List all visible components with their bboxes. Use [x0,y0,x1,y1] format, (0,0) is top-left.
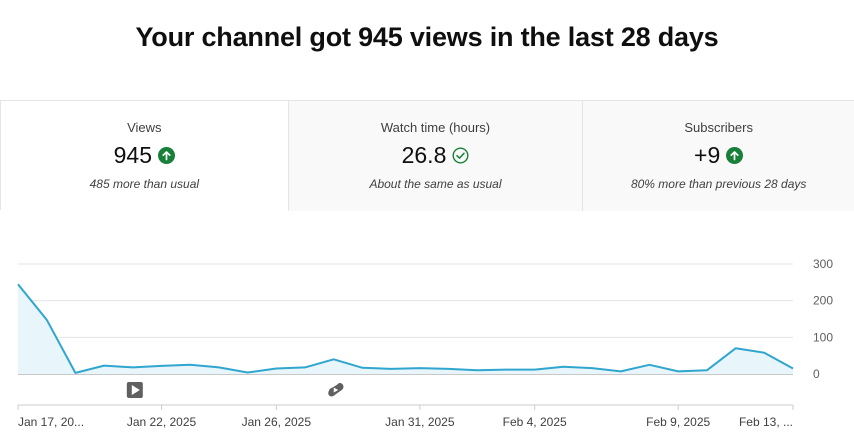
y-axis: 300 200 100 0 [813,257,833,381]
arrow-up-icon [726,146,744,164]
shorts-icon[interactable] [328,383,344,397]
metric-note: 485 more than usual [89,177,200,191]
views-line [17,283,794,374]
video-icon-play [131,385,140,395]
y-tick-label: 200 [813,294,833,308]
shorts-icon-play [333,387,339,393]
x-tick-label: Feb 9, 2025 [646,415,710,429]
x-tick-label: Jan 17, 20... [18,415,84,429]
x-tick-label: Jan 26, 2025 [242,415,312,429]
video-play-icon[interactable] [126,382,143,398]
y-tick-label: 0 [813,367,820,381]
arrow-up-icon [158,146,176,164]
metric-note: About the same as usual [369,177,502,191]
metric-tab-views[interactable]: Views 945 485 more than usual [1,101,289,211]
content-markers [126,382,344,398]
metric-tabs: Views 945 485 more than usual Watch time… [0,100,854,211]
metric-label: Subscribers [684,120,753,135]
metric-value: 26.8 [401,141,447,168]
metric-label: Watch time (hours) [380,120,491,135]
x-tick-label: Feb 4, 2025 [503,415,567,429]
y-tick-label: 300 [813,257,833,271]
x-axis: Jan 17, 20... Jan 22, 2025 Jan 26, 2025 Jan… [17,405,794,429]
x-tick-label: Jan 31, 2025 [385,415,455,429]
metric-tab-watch-time[interactable]: Watch time (hours) 26.8 About the same a… [288,101,584,211]
x-tick-label: Jan 22, 2025 [127,415,197,429]
metric-value: +9 [694,141,721,168]
metric-tab-subscribers[interactable]: Subscribers +9 80% more than previous 28… [583,101,854,211]
page-title: Your channel got 945 views in the last 2… [135,22,719,52]
y-tick-label: 100 [813,330,833,344]
metric-value: 945 [113,141,153,168]
metric-note: 80% more than previous 28 days [630,177,807,191]
x-tick-label: Feb 13, ... [739,415,793,429]
metric-label: Views [127,120,162,135]
check-circle-icon [452,146,469,164]
views-area [18,284,793,374]
